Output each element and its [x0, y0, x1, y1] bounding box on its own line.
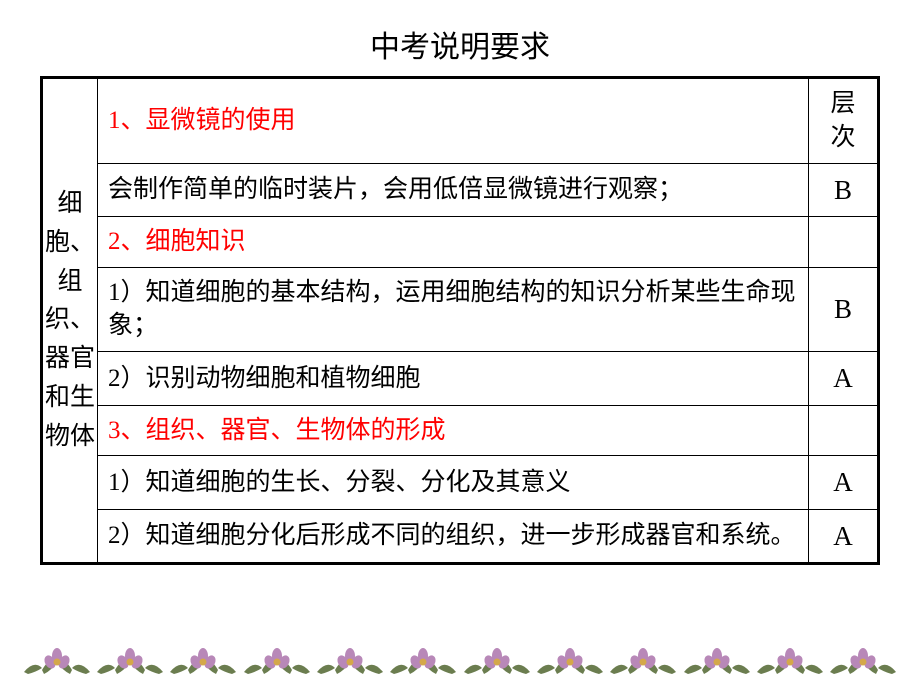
- table-row: 会制作简单的临时装片，会用低倍显微镜进行观察； B: [42, 163, 879, 216]
- table-row: 2、细胞知识: [42, 216, 879, 267]
- cell-level: A: [809, 509, 879, 563]
- cell-level: A: [809, 352, 879, 405]
- cell-level: B: [809, 267, 879, 352]
- flourish-icon: [608, 642, 678, 680]
- flourish-icon: [755, 642, 825, 680]
- requirements-table: 细胞、组织、器官和生物体 1、显微镜的使用 层次 会制作简单的临时装片，会用低倍…: [40, 76, 880, 565]
- flourish-icon: [95, 642, 165, 680]
- flourish-icon: [828, 642, 898, 680]
- level-header: 层次: [809, 78, 879, 164]
- cell-content: 1）知道细胞的基本结构，运用细胞结构的知识分析某些生命现象；: [98, 267, 809, 352]
- cell-content: 1）知道细胞的生长、分裂、分化及其意义: [98, 456, 809, 509]
- cell-content: 2）识别动物细胞和植物细胞: [98, 352, 809, 405]
- table-row: 1）知道细胞的生长、分裂、分化及其意义 A: [42, 456, 879, 509]
- flourish-icon: [168, 642, 238, 680]
- table-row: 1）知道细胞的基本结构，运用细胞结构的知识分析某些生命现象； B: [42, 267, 879, 352]
- flourish-icon: [242, 642, 312, 680]
- flourish-icon: [388, 642, 458, 680]
- cell-level: B: [809, 163, 879, 216]
- table-row: 细胞、组织、器官和生物体 1、显微镜的使用 层次: [42, 78, 879, 164]
- page-title: 中考说明要求: [0, 0, 920, 76]
- cell-content: 2）知道细胞分化后形成不同的组织，进一步形成器官和系统。: [98, 509, 809, 563]
- cell-content: 2、细胞知识: [98, 216, 809, 267]
- cell-content: 1、显微镜的使用: [98, 78, 809, 164]
- flourish-icon: [535, 642, 605, 680]
- table-row: 3、组织、器官、生物体的形成: [42, 405, 879, 456]
- flourish-icon: [462, 642, 532, 680]
- cell-content: 会制作简单的临时装片，会用低倍显微镜进行观察；: [98, 163, 809, 216]
- cell-content: 3、组织、器官、生物体的形成: [98, 405, 809, 456]
- cell-level: [809, 216, 879, 267]
- category-header: 细胞、组织、器官和生物体: [42, 78, 98, 564]
- requirements-table-wrap: 细胞、组织、器官和生物体 1、显微镜的使用 层次 会制作简单的临时装片，会用低倍…: [40, 76, 880, 565]
- cell-level: [809, 405, 879, 456]
- table-row: 2）识别动物细胞和植物细胞 A: [42, 352, 879, 405]
- cell-level: A: [809, 456, 879, 509]
- table-row: 2）知道细胞分化后形成不同的组织，进一步形成器官和系统。 A: [42, 509, 879, 563]
- decorative-border: [0, 640, 920, 682]
- flourish-icon: [682, 642, 752, 680]
- flourish-icon: [315, 642, 385, 680]
- flourish-icon: [22, 642, 92, 680]
